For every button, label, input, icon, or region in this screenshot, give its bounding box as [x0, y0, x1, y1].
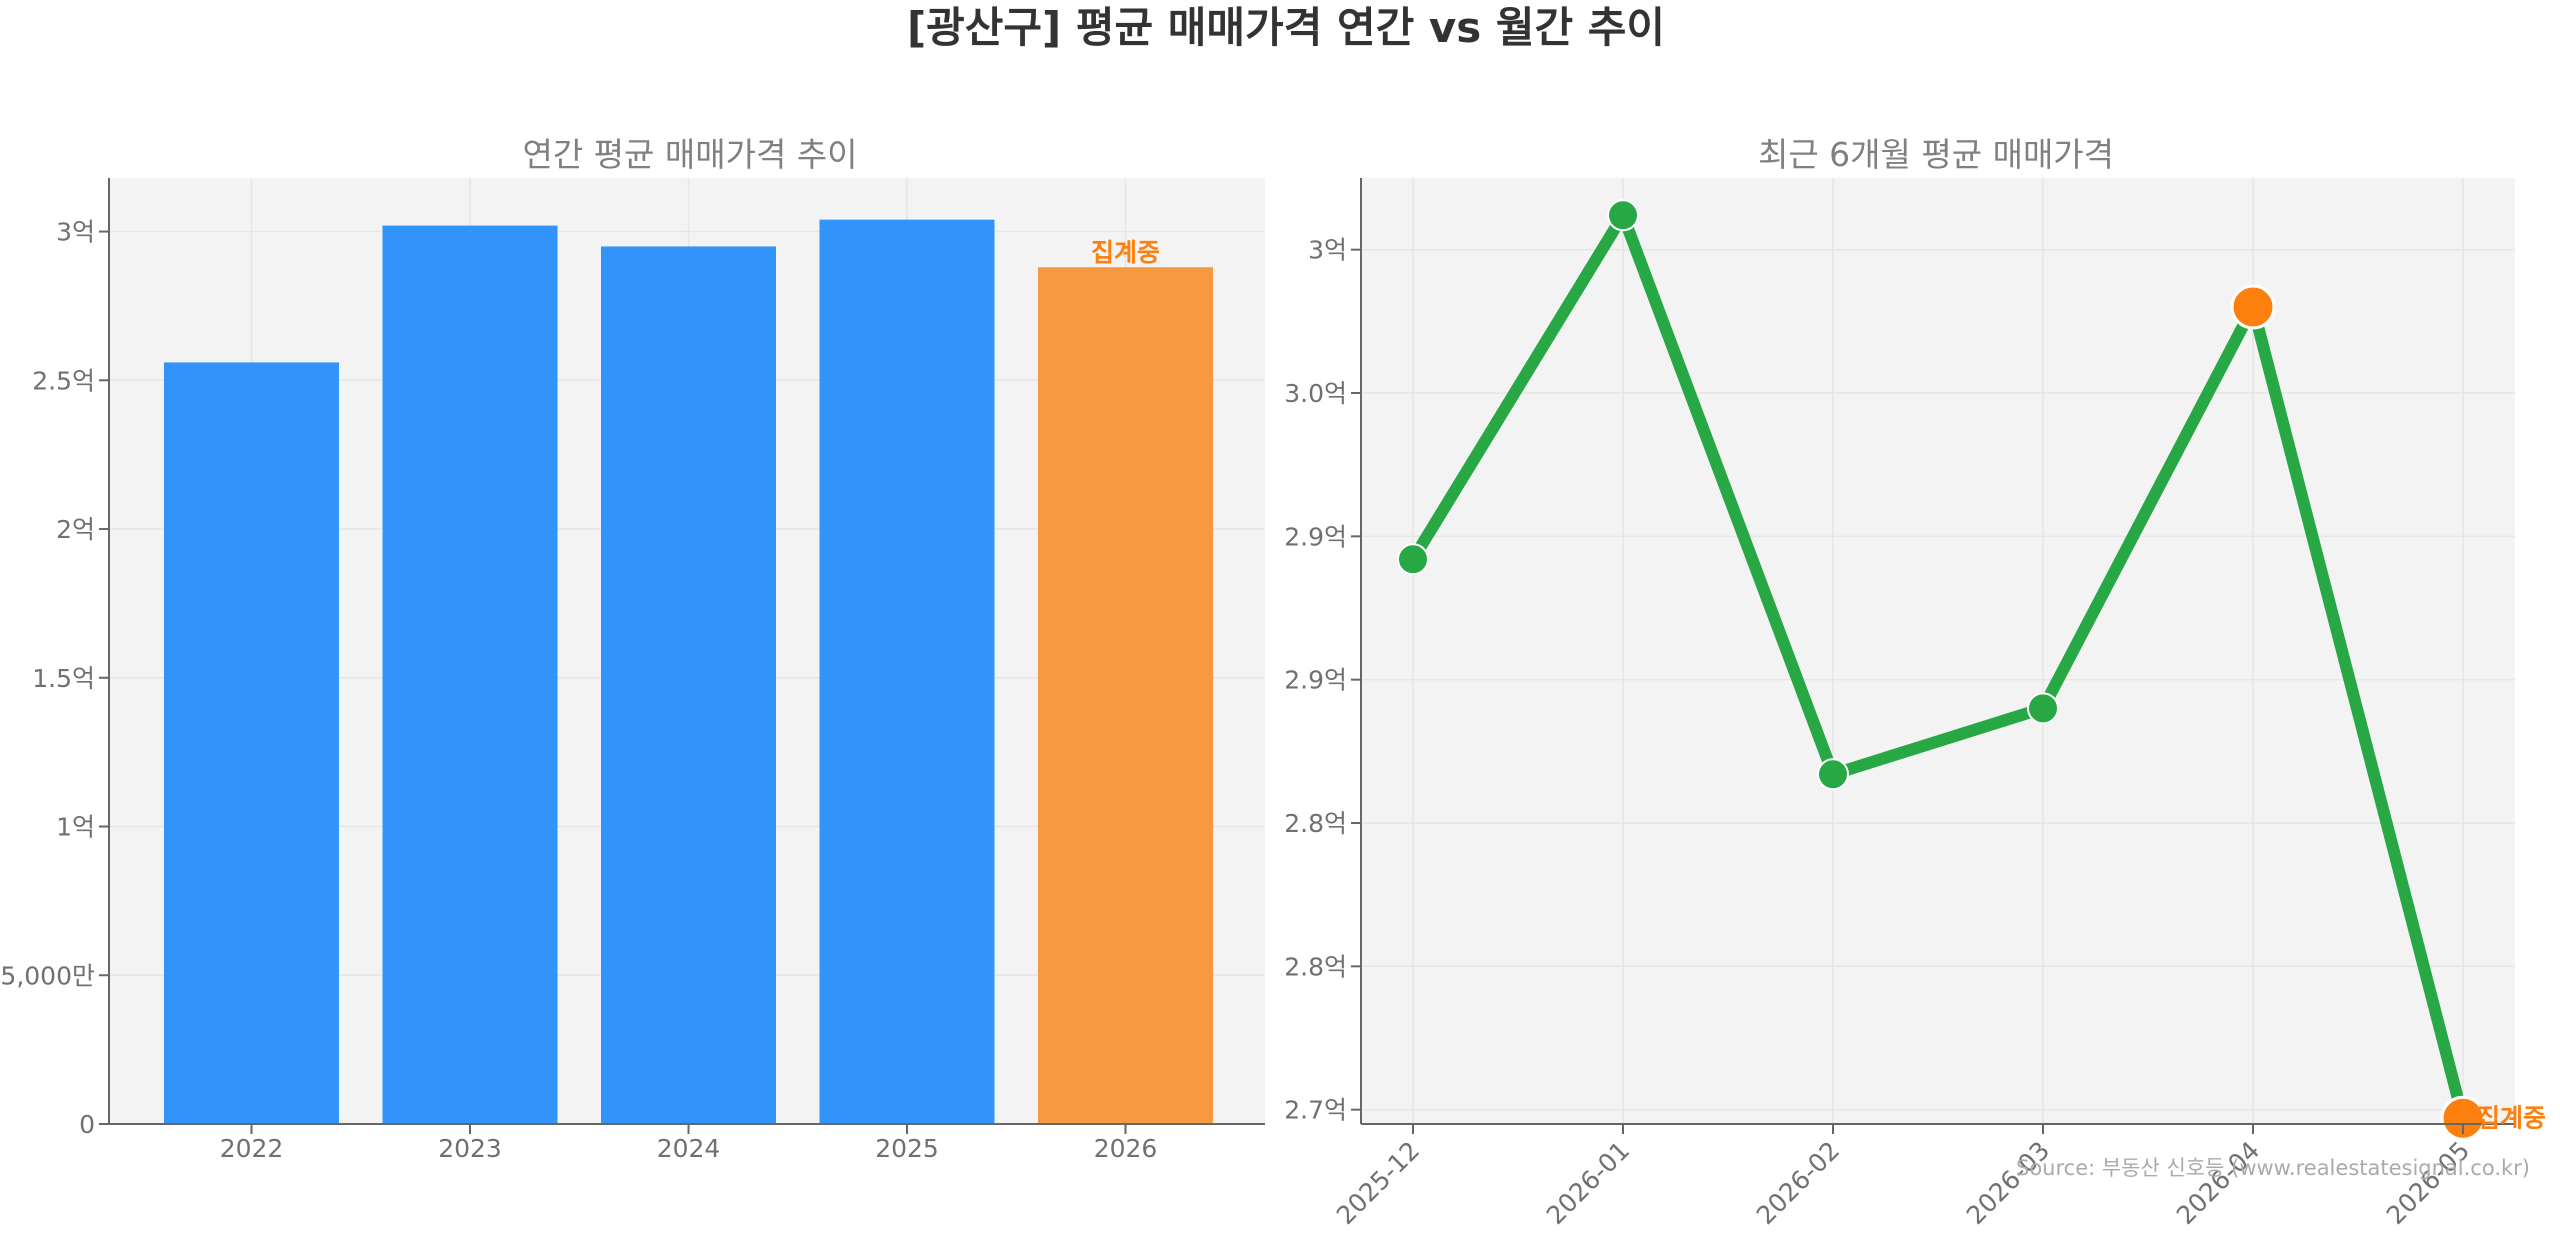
monthly-y-tick-label: 2.7억: [1284, 1096, 1347, 1125]
monthly-point-partial: [2440, 1095, 2486, 1141]
annual-bar: [382, 225, 558, 1125]
monthly-chart-title: 최근 6개월 평균 매매가격: [1758, 135, 2114, 174]
annual-chart-title: 연간 평균 매매가격 추이: [522, 135, 857, 174]
annual-y-ticks: 0 5,000만 1억 1.5억 2억 2.5억 3억: [0, 218, 109, 1139]
annual-y-tick-label: 2.5억: [32, 366, 95, 395]
annual-x-tick-label: 2026: [1094, 1134, 1158, 1163]
monthly-grid: [1361, 178, 2515, 1124]
monthly-y-tick-label: 3억: [1308, 236, 1347, 265]
monthly-y-tick-label: 3.0억: [1284, 379, 1347, 408]
annual-x-tick-label: 2023: [438, 1134, 502, 1163]
annual-bars: [164, 219, 1213, 1125]
annual-bar: [601, 246, 776, 1124]
annual-bar: [164, 362, 339, 1124]
annual-x-tick-label: 2022: [220, 1134, 284, 1163]
monthly-points: [1397, 199, 2486, 1141]
monthly-line-chart: 최근 6개월 평균 매매가격 2.7억 2.8억 2.8억 2.9억 2.9억 3.0억 3…: [1284, 135, 2546, 1230]
annual-axes: [108, 178, 1265, 1125]
monthly-y-tick-label: 2.9억: [1284, 522, 1347, 551]
annual-x-tick-label: 2024: [657, 1134, 721, 1163]
figure-title: [광산구] 평균 매매가격 연간 vs 월간 추이: [907, 3, 1665, 52]
annual-bar: [819, 219, 995, 1124]
annual-x-ticks: 2022 2023 2024 2025 2026: [220, 1124, 1158, 1163]
monthly-point-partial: [2230, 284, 2276, 330]
annual-y-tick-label: 3억: [56, 218, 95, 247]
monthly-y-ticks: 2.7억 2.8억 2.8억 2.9억 2.9억 3.0억 3억: [1284, 236, 1361, 1125]
annual-y-tick-label: 0: [79, 1110, 95, 1139]
annual-y-tick-label: 2억: [56, 515, 95, 544]
monthly-point: [1817, 758, 1849, 791]
monthly-y-tick-label: 2.9억: [1284, 666, 1347, 695]
annual-x-tick-label: 2025: [875, 1134, 939, 1163]
source-credit: Source: 부동산 신호등 (www.realestatesignal.co…: [2016, 1156, 2530, 1180]
annual-y-tick-label: 5,000만: [0, 961, 95, 990]
monthly-y-tick-label: 2.8억: [1284, 809, 1347, 838]
annual-bar-chart: 연간 평균 매매가격 추이 0 5,000만 1억 1.5억 2억 2.5억 3억 2022…: [0, 135, 1265, 1163]
annual-bar: [1038, 267, 1213, 1125]
monthly-y-tick-label: 2.8억: [1284, 952, 1347, 981]
annual-y-tick-label: 1억: [56, 813, 95, 842]
monthly-point: [2027, 692, 2059, 725]
annual-partial-label: 집계중: [1091, 238, 1160, 267]
monthly-point: [1607, 199, 1639, 232]
monthly-partial-label: 집계중: [2477, 1103, 2546, 1132]
monthly-point: [1397, 543, 1429, 576]
monthly-series-line: [1407, 201, 2469, 1120]
annual-y-tick-label: 1.5억: [32, 664, 95, 693]
